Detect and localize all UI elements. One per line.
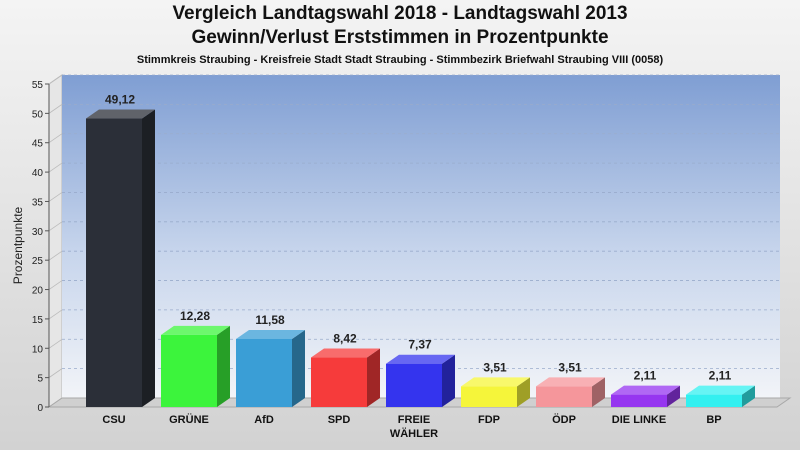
bar-side [367, 348, 380, 407]
bar-top [86, 109, 155, 119]
bar [386, 354, 455, 407]
x-tick-label-line: GRÜNE [169, 413, 209, 426]
bar-top [311, 348, 380, 358]
plot-side-wall [48, 74, 63, 408]
bar-front [86, 118, 142, 407]
x-tick-label-line: FDP [478, 414, 500, 426]
x-tick-label: FDP [478, 414, 500, 426]
x-tick-label-line: AfD [254, 414, 274, 426]
grid-line-side [48, 133, 63, 144]
y-tick-label: 35 [32, 197, 44, 208]
grid-line-side [48, 368, 63, 378]
grid-line-side [48, 221, 63, 232]
grid-line-side [48, 280, 63, 290]
x-tick-label: BP [706, 414, 721, 426]
data-label: 3,51 [483, 360, 507, 374]
x-tick-label: DIE LINKE [612, 414, 666, 426]
x-tick-label: GRÜNE [169, 413, 209, 426]
bar-side [517, 377, 530, 407]
x-tick-label-line: CSU [102, 414, 125, 426]
bar-front [461, 386, 517, 407]
data-label: 12,28 [180, 309, 210, 323]
bar-top [386, 354, 455, 364]
x-tick-label: FREIE WÄHLER [390, 414, 438, 440]
bar-side [142, 109, 155, 407]
x-tick-label-line: BP [706, 414, 721, 426]
data-label: 49,12 [105, 93, 135, 107]
bar [461, 377, 530, 407]
chart-title: Vergleich Landtagswahl 2018 - Landtagswa… [172, 3, 628, 24]
x-tick-label-line: SPD [328, 414, 351, 426]
grid-line-side [48, 309, 63, 320]
bar-front [386, 363, 442, 407]
bar [236, 329, 305, 407]
bar-front [686, 394, 742, 407]
bar [86, 109, 155, 407]
data-label: 2,11 [634, 369, 657, 383]
grid-line-side [48, 250, 63, 261]
bar-side [742, 385, 755, 407]
bar-front [536, 386, 592, 407]
bar-top [236, 329, 305, 339]
grid-line-side [48, 338, 63, 349]
y-tick-label: 55 [32, 80, 44, 91]
bar [611, 385, 680, 407]
bar-top [686, 385, 755, 395]
data-label: 3,51 [558, 360, 582, 374]
y-tick-label: 15 [32, 315, 44, 326]
bar [161, 325, 230, 407]
grid-line-side [48, 104, 63, 114]
bar-front [611, 394, 667, 407]
x-tick-label: AfD [254, 414, 274, 426]
data-label: 7,37 [408, 338, 432, 352]
bar-top [536, 377, 605, 387]
y-tick-label: 20 [32, 286, 44, 297]
bar-side [442, 354, 455, 407]
x-tick-label-line: WÄHLER [390, 427, 438, 440]
y-tick-label: 45 [32, 139, 44, 150]
x-tick-label: ÖDP [552, 413, 576, 426]
chart-subtitle: Gewinn/Verlust Erststimmen in Prozentpun… [191, 27, 609, 48]
x-tick-label-line: FREIE [398, 414, 430, 426]
y-tick-label: 0 [37, 403, 43, 414]
data-label: 8,42 [333, 332, 357, 346]
x-tick-label-line: DIE LINKE [612, 414, 666, 426]
y-tick-label: 10 [32, 344, 44, 355]
bar-top [161, 325, 230, 335]
x-tick-label: CSU [102, 414, 125, 426]
grid-line-side [48, 162, 63, 173]
y-axis-label: Prozentpunkte [11, 206, 25, 284]
x-tick-label: SPD [328, 414, 351, 426]
x-tick-label-line: ÖDP [552, 413, 576, 426]
data-label: 11,58 [255, 313, 285, 327]
bar [686, 385, 755, 407]
bar-front [161, 334, 217, 407]
y-tick-label: 50 [32, 109, 44, 120]
bar [311, 348, 380, 407]
grid-line-side [48, 74, 63, 85]
bar-side [667, 385, 680, 407]
y-tick-label: 30 [32, 227, 44, 238]
chart-caption: Stimmkreis Straubing - Kreisfreie Stadt … [136, 54, 664, 66]
bar-side [592, 377, 605, 407]
bar-side [292, 329, 305, 407]
bar-front [311, 357, 367, 407]
bar-top [611, 385, 680, 395]
bar-front [236, 338, 292, 407]
y-tick-label: 40 [32, 168, 44, 179]
bar-side [217, 325, 230, 407]
data-label: 2,11 [709, 369, 732, 383]
y-tick-label: 25 [32, 256, 44, 267]
bar [536, 377, 605, 407]
y-tick-label: 5 [37, 374, 43, 385]
grid-line-side [48, 192, 63, 202]
bar-top [461, 377, 530, 387]
